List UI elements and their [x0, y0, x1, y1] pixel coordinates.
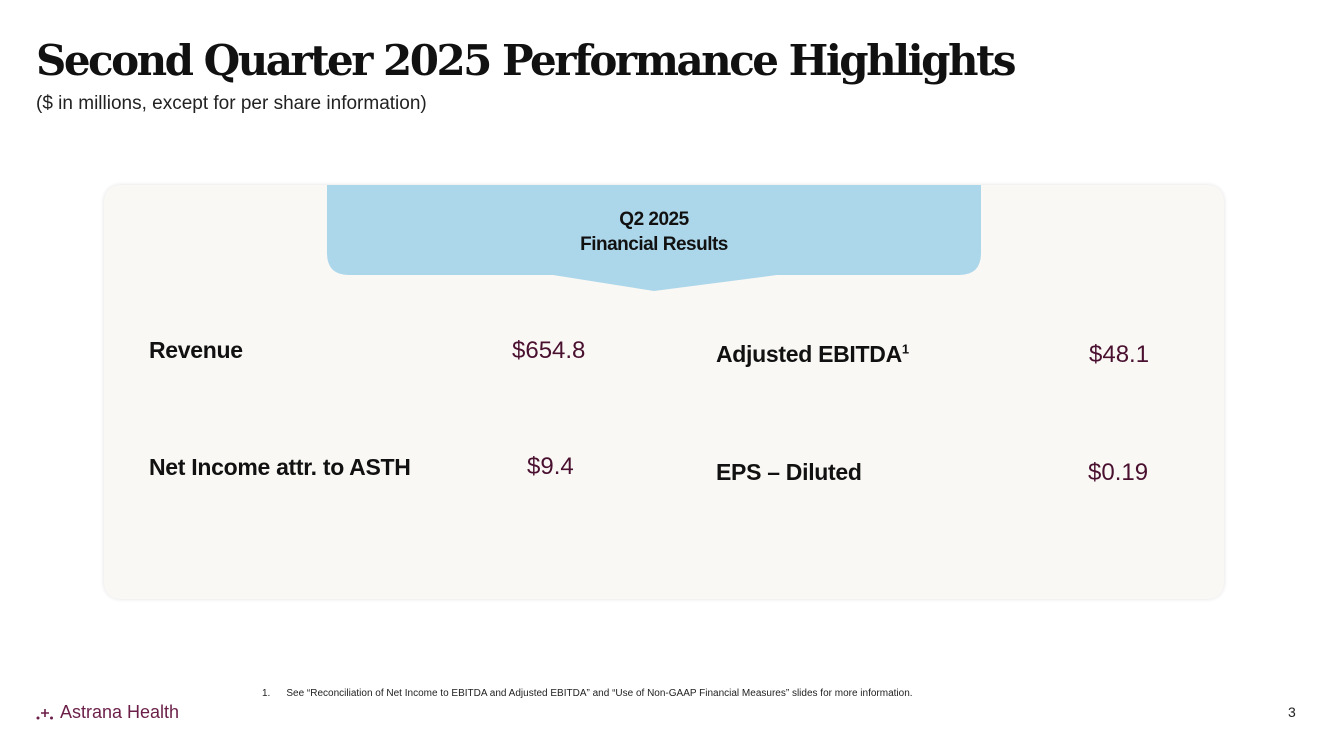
page-subtitle: ($ in millions, except for per share inf… — [36, 93, 427, 114]
revenue-value: $654.8 — [512, 337, 586, 364]
page-number: 3 — [1288, 704, 1296, 720]
net-income-value: $9.4 — [527, 453, 574, 480]
logo-text: Astrana Health — [60, 702, 180, 722]
banner-period: Q2 2025 — [619, 209, 689, 230]
revenue-label: Revenue — [149, 337, 243, 363]
footnote-text: See “Reconciliation of Net Income to EBI… — [286, 688, 913, 699]
results-banner: Q2 2025 Financial Results — [327, 185, 981, 291]
banner-heading: Financial Results — [580, 234, 728, 255]
net-income-label: Net Income attr. to ASTH — [149, 454, 411, 480]
footnote-number: 1. — [262, 688, 271, 699]
adjusted-ebitda-text: Adjusted EBITDA — [716, 341, 902, 367]
eps-label: EPS – Diluted — [716, 459, 862, 485]
banner-shape — [327, 185, 981, 291]
adjusted-ebitda-label: Adjusted EBITDA1 — [716, 341, 909, 368]
company-logo: Astrana Health — [36, 702, 179, 723]
eps-value: $0.19 — [1088, 459, 1149, 486]
page-title: Second Quarter 2025 Performance Highligh… — [36, 36, 1017, 85]
logo-sparkle-icon — [36, 708, 53, 719]
footnote-marker: 1 — [901, 341, 909, 357]
adjusted-ebitda-value: $48.1 — [1089, 341, 1150, 368]
footnote: 1. See “Reconciliation of Net Income to E… — [262, 688, 913, 699]
